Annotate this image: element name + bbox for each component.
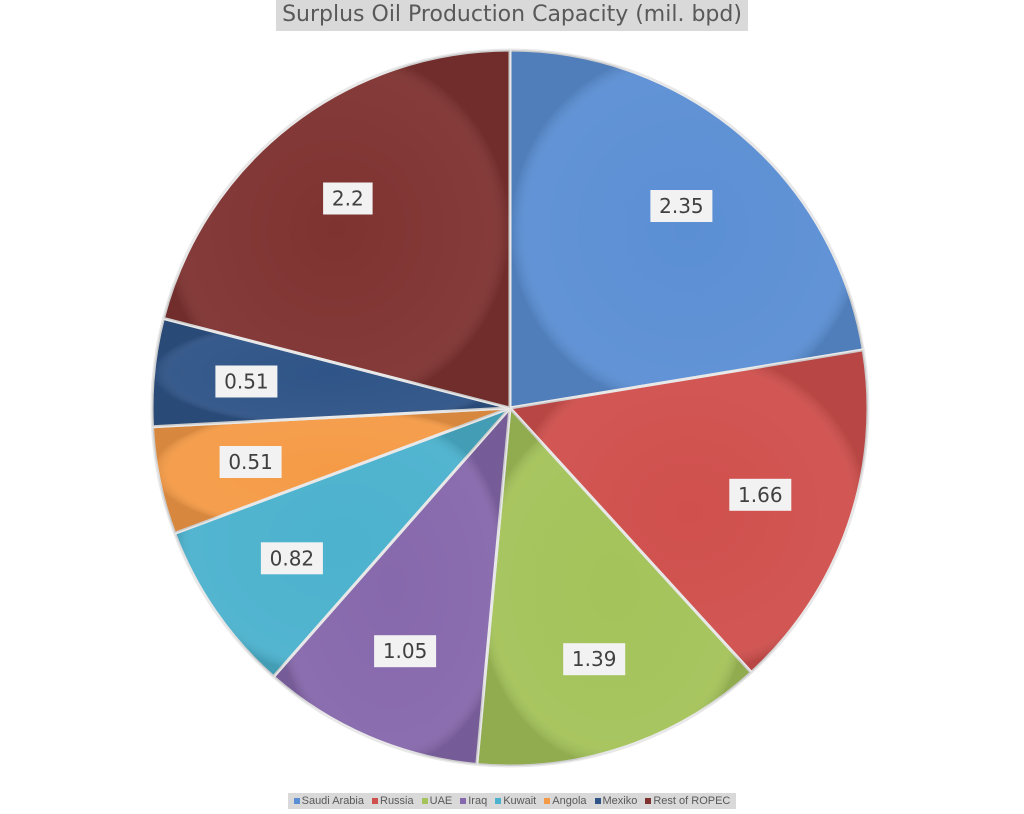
pie-slice-sheen-iraq: [273, 408, 510, 765]
data-label-text: 1.39: [572, 647, 617, 671]
legend-label: Mexiko: [602, 795, 638, 807]
pie-slice-sheen-mexiko: [151, 318, 511, 427]
data-label-text: 2.35: [659, 194, 704, 218]
legend-label: Russia: [380, 795, 414, 807]
data-label-box: [323, 182, 373, 215]
data-label-mexiko: 0.51: [215, 365, 278, 398]
data-label-text: 1.05: [383, 639, 428, 663]
data-label-box: [729, 478, 792, 511]
legend-swatch: [372, 798, 378, 804]
legend-label: Saudi Arabia: [301, 795, 364, 807]
legend-swatch: [645, 798, 652, 804]
data-label-text: 1.66: [738, 483, 783, 507]
legend-item-mexiko: Mexiko: [594, 795, 638, 807]
pie-slice-sheen-uae: [476, 408, 752, 767]
data-label-angola: 0.51: [219, 446, 282, 478]
data-label-box: [563, 643, 626, 676]
data-label-kuwait: 0.82: [260, 542, 323, 575]
legend-item-rest-of-ropec: Rest of ROPEC: [645, 795, 730, 807]
legend-swatch: [544, 798, 551, 804]
legend-label: Angola: [552, 795, 587, 807]
legend-swatch: [594, 798, 601, 804]
data-label-rest-of-ropec: 2.2: [323, 182, 373, 215]
legend-swatch: [495, 798, 502, 804]
data-label-box: [650, 190, 713, 222]
data-label-text: 2.2: [332, 187, 364, 211]
legend-swatch: [293, 798, 300, 804]
chart-title-text: Surplus Oil Production Capacity (mil. bp…: [276, 0, 748, 31]
data-label-box: [219, 446, 282, 478]
legend-item-kuwait: Kuwait: [495, 795, 536, 807]
legend-swatch: [421, 798, 428, 804]
legend-item-uae: UAE: [421, 795, 453, 807]
legend-label: Iraq: [468, 795, 488, 807]
data-label-saudi-arabia: 2.35: [650, 190, 713, 222]
pie-slice-sheen-saudi-arabia: [510, 50, 864, 408]
legend-item-angola: Angola: [544, 795, 587, 807]
data-label-box: [260, 542, 323, 575]
legend-label: Kuwait: [503, 795, 537, 807]
legend-box: Saudi Arabia Russia UAE Iraq Kuwait Angola Mex…: [287, 793, 737, 809]
legend-item-iraq: Iraq: [460, 795, 487, 807]
pie-slice-sheen-angola: [152, 408, 511, 534]
data-label-text: 0.82: [270, 546, 315, 570]
data-label-text: 0.51: [228, 450, 273, 474]
data-label-iraq: 1.05: [374, 635, 437, 668]
pie-data-labels: 2.35 1.66 1.39 1.05 0.82 0.51 0.51 2.2: [215, 182, 792, 676]
data-label-box: [215, 365, 278, 398]
chart-title: Surplus Oil Production Capacity (mil. bp…: [0, 0, 1024, 31]
pie-slices: [150, 48, 870, 768]
data-label-box: [374, 635, 437, 668]
legend-swatch: [460, 798, 467, 804]
legend-item-saudi-arabia: Saudi Arabia: [293, 795, 364, 807]
pie-slice-sheen-rest-of-ropec: [163, 50, 510, 408]
pie-slice-sheen-kuwait: [174, 408, 510, 677]
legend-item-russia: Russia: [372, 795, 414, 807]
pie-slice-sheen-russia: [510, 349, 868, 673]
legend: Saudi Arabia Russia UAE Iraq Kuwait Angola Mex…: [0, 789, 1024, 809]
data-label-text: 0.51: [224, 370, 269, 394]
data-label-uae: 1.39: [563, 643, 626, 676]
legend-label: Rest of ROPEC: [653, 795, 731, 807]
data-label-russia: 1.66: [729, 478, 792, 511]
legend-label: UAE: [429, 795, 453, 807]
